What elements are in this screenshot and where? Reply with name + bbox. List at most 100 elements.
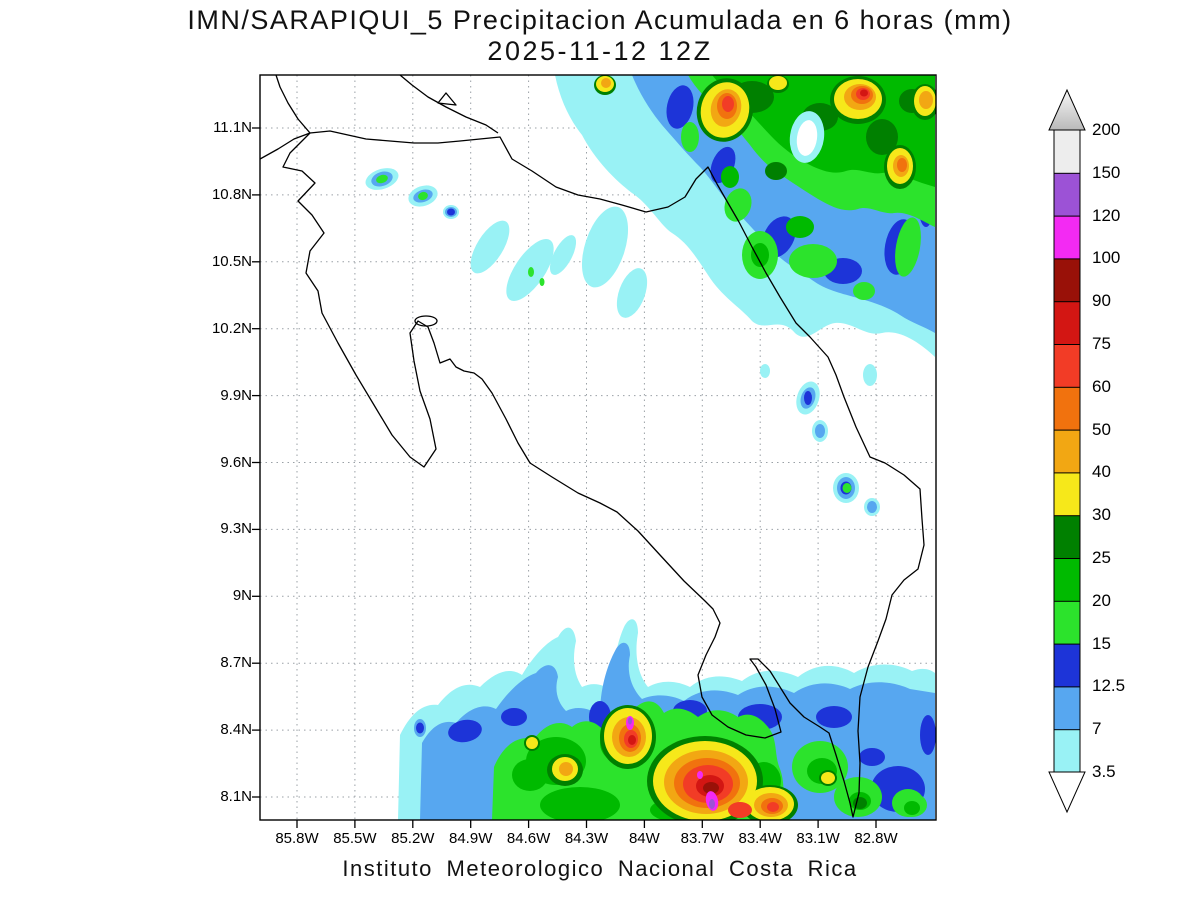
colorbar-segment <box>1053 172 1081 217</box>
precip-contour-lv3 <box>448 719 482 743</box>
x-tick-label: 83.7W <box>680 830 724 847</box>
precip-contour-lv4 <box>789 244 837 278</box>
precip-contour-lv10 <box>722 96 734 112</box>
colorbar-label: 60 <box>1092 376 1111 396</box>
precip-contour-lv8 <box>919 91 933 109</box>
precip-contour-lv14 <box>709 799 715 809</box>
precip-contour-lv3 <box>666 85 694 129</box>
x-tick-label: 84.9W <box>449 830 493 847</box>
precip-contour-lv4 <box>724 188 752 222</box>
colorbar-over-arrow <box>1048 88 1086 131</box>
x-tick-label: 85.5W <box>333 830 377 847</box>
x-tick-label: 84.3W <box>564 830 609 847</box>
chart-title: IMN/SARAPIQUI_5 Precipitacion Acumulada … <box>187 5 1013 35</box>
precip-contour-lv7 <box>821 772 835 784</box>
precip-contour-lv4 <box>681 122 699 152</box>
precip-contour-lv4 <box>895 217 921 277</box>
colorbar-segment <box>1053 343 1081 388</box>
precip-contour-lv1 <box>581 206 629 288</box>
colorbar-segment <box>1053 600 1081 645</box>
colorbar-segment <box>1053 215 1081 260</box>
x-tick-label: 84W <box>628 830 660 847</box>
colorbar-label: 150 <box>1092 162 1121 182</box>
footer-credit: Instituto Meteorologico Nacional Costa R… <box>342 856 858 881</box>
costa-rica-outline <box>282 130 925 818</box>
precip-contour-lv4 <box>418 191 428 201</box>
precip-contour-lv5 <box>512 759 548 791</box>
precip-contour-lv2 <box>867 501 877 513</box>
dry-slot <box>789 111 825 163</box>
colorbar-label: 3.5 <box>1092 762 1116 781</box>
nicaragua-pacific-coast <box>260 75 311 160</box>
colorbar-under-arrow <box>1048 771 1086 814</box>
chart-subtitle: 2025-11-12 12Z <box>487 36 713 66</box>
precip-contour-lv4 <box>376 174 388 184</box>
precip-contour-lv6 <box>866 119 898 155</box>
colorbar-label: 50 <box>1092 419 1111 439</box>
precip-contour-lv9 <box>897 158 907 172</box>
colorbar-label: 100 <box>1092 248 1121 268</box>
precip-contour-lv5 <box>904 801 920 815</box>
precipitation-field <box>365 75 936 820</box>
colorbar-segment <box>1053 129 1081 174</box>
precip-contour-lv4 <box>528 267 534 277</box>
colorbar <box>1048 88 1086 814</box>
colorbar-label: 120 <box>1092 205 1121 225</box>
precip-contour-lv13 <box>697 771 703 779</box>
y-tick-label: 11.1N <box>213 119 252 136</box>
precip-contour-lv3 <box>447 208 455 216</box>
precip-contour-lv10 <box>767 802 779 812</box>
y-tick-label: 8.4N <box>220 721 252 739</box>
y-tick-label: 8.1N <box>220 788 252 805</box>
precip-contour-lv1 <box>863 364 877 386</box>
precip-contour-lv4 <box>853 282 875 300</box>
dry-slot-core <box>796 120 818 156</box>
x-tick-label: 85.8W <box>275 830 319 847</box>
colorbar-label: 30 <box>1092 505 1111 525</box>
precip-contour-lv8 <box>559 762 573 776</box>
precip-contour-lv3 <box>804 391 812 405</box>
precip-contour-lv4 <box>842 483 852 493</box>
lake-island <box>437 92 457 106</box>
colorbar-label: 7 <box>1092 719 1102 739</box>
axis-ticks <box>252 127 877 828</box>
colorbar-label: 200 <box>1092 120 1121 139</box>
colorbar-label: 12.5 <box>1092 676 1126 696</box>
chira-island <box>414 315 438 327</box>
precip-contour-lv4 <box>539 278 545 286</box>
precip-contour-lv3 <box>859 748 885 766</box>
precip-contour-lv5 <box>540 787 620 820</box>
colorbar-label: 25 <box>1092 548 1111 567</box>
y-tick-label: 10.2N <box>211 319 252 337</box>
precip-contour-lv1 <box>760 364 770 378</box>
precip-contour-lv6 <box>765 162 787 180</box>
colorbar-segment <box>1053 300 1081 346</box>
y-tick-label: 9.9N <box>220 386 252 404</box>
colorbar-segment <box>1053 386 1081 431</box>
precip-contour-lv8 <box>601 78 611 88</box>
precip-level-90 <box>703 782 719 794</box>
x-tick-label: 83.1W <box>796 830 840 847</box>
y-tick-label: 9N <box>232 587 252 605</box>
precip-contour-lv3 <box>416 722 424 734</box>
precip-contour-lv3 <box>816 706 852 728</box>
precip-contour-lv11 <box>860 89 868 97</box>
precip-contour-lv14 <box>628 717 632 725</box>
colorbar-label: 20 <box>1092 590 1111 610</box>
precip-level-120 <box>628 717 715 809</box>
colorbar-label: 40 <box>1092 462 1111 482</box>
plot-border <box>259 74 937 821</box>
precip-contour-lv11 <box>628 735 636 745</box>
precip-contour-lv1 <box>616 268 648 318</box>
lake-nicaragua-shore <box>399 75 499 134</box>
x-tick-label: 85.2W <box>391 830 435 847</box>
colorbar-segment <box>1053 557 1081 602</box>
precip-contour-lv6 <box>853 797 867 809</box>
precip-contour-lv5 <box>751 243 769 267</box>
precip-contour-lv5 <box>721 166 739 188</box>
y-tick-label: 9.6N <box>220 453 252 471</box>
colorbar-segment <box>1053 429 1081 474</box>
y-tick-label: 8.7N <box>220 654 252 672</box>
